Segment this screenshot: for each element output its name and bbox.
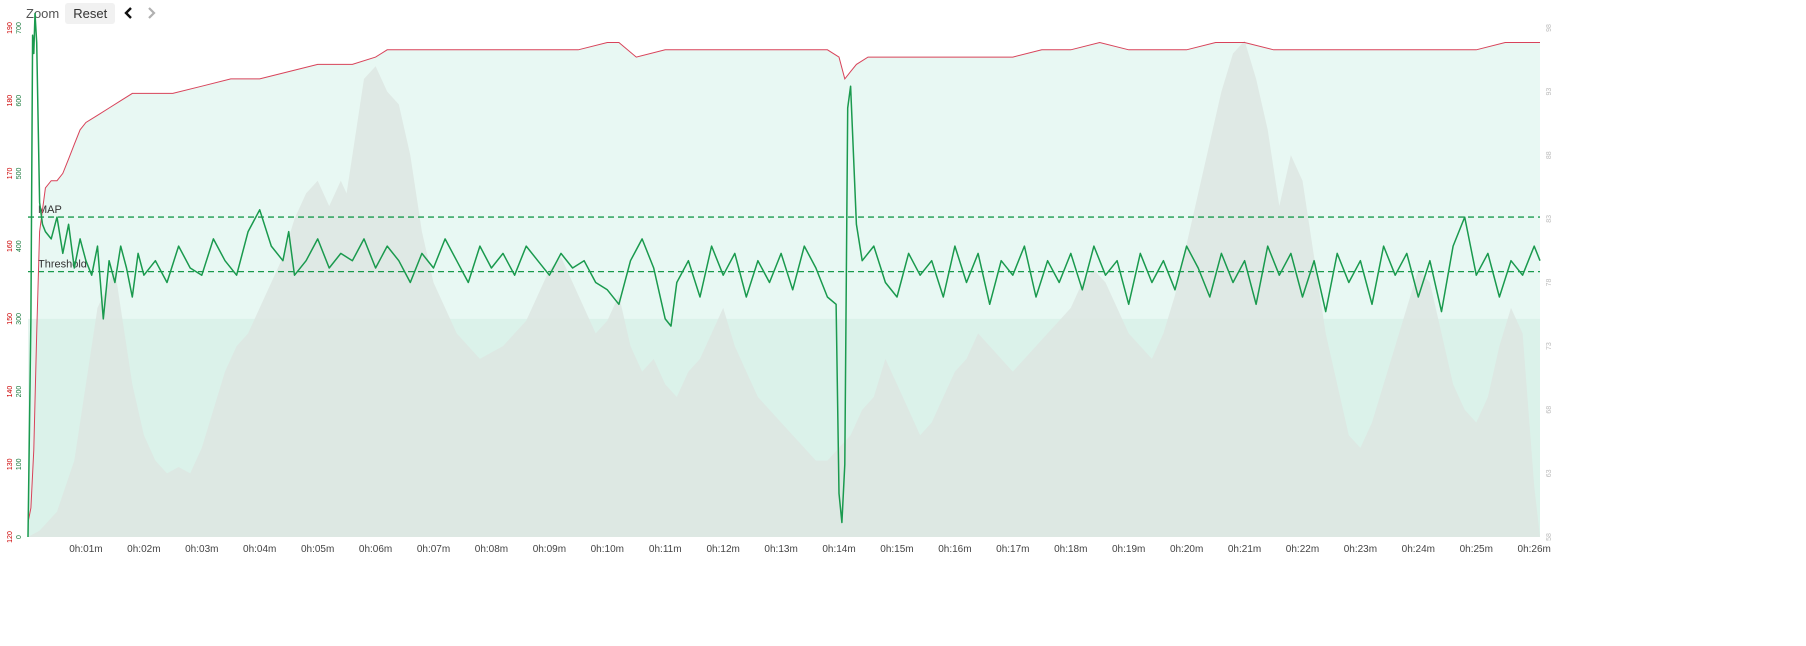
cadence-series	[28, 40, 1540, 537]
cadence-tick-label: 78	[1546, 279, 1553, 287]
x-tick-label: 0h:25m	[1460, 544, 1493, 555]
reference-lines: MAP Threshold	[28, 204, 1540, 273]
chevron-right-icon[interactable]	[143, 4, 159, 22]
power-series	[27, 12, 1541, 538]
x-tick-label: 0h:18m	[1054, 544, 1087, 555]
x-tick-label: 0h:21m	[1228, 544, 1261, 555]
hr-tick-label: 120	[7, 531, 14, 543]
x-tick-label: 0h:24m	[1402, 544, 1435, 555]
y-axis-labels: 120 130 140 150 160 170 180 190 0 100 200 300 400 500…	[7, 22, 1553, 543]
cadence-tick-label: 98	[1546, 24, 1553, 32]
chevron-left-icon[interactable]	[121, 4, 137, 22]
x-tick-label: 0h:01m	[69, 544, 102, 555]
hr-tick-label: 180	[7, 95, 14, 107]
power-tick-label: 400	[16, 240, 23, 252]
cadence-tick-label: 58	[1546, 533, 1553, 541]
power-tick-label: 600	[16, 95, 23, 107]
x-tick-label: 0h:04m	[243, 544, 276, 555]
hr-tick-label: 160	[7, 240, 14, 252]
x-tick-label: 0h:26m	[1518, 544, 1551, 555]
cadence-tick-label: 68	[1546, 406, 1553, 414]
x-tick-label: 0h:10m	[591, 544, 624, 555]
heart-rate-line	[27, 41, 1540, 523]
x-tick-label: 0h:16m	[938, 544, 971, 555]
threshold-label: Threshold	[38, 259, 87, 271]
power-tick-label: 500	[16, 167, 23, 179]
cadence-tick-label: 83	[1546, 215, 1553, 223]
cadence-tick-label: 63	[1546, 469, 1553, 477]
hr-tick-label: 190	[7, 22, 14, 34]
x-tick-label: 0h:09m	[533, 544, 566, 555]
x-tick-label: 0h:06m	[359, 544, 392, 555]
power-tick-label: 100	[16, 458, 23, 470]
power-tick-label: 300	[16, 313, 23, 325]
x-tick-label: 0h:12m	[706, 544, 739, 555]
hr-tick-label: 140	[7, 386, 14, 398]
x-tick-label: 0h:11m	[649, 544, 682, 555]
heart-rate-series	[27, 41, 1540, 523]
power-tick-label: 700	[16, 22, 23, 34]
x-tick-label: 0h:14m	[822, 544, 855, 555]
map-label: MAP	[38, 204, 62, 216]
power-tick-label: 200	[16, 386, 23, 398]
x-tick-label: 0h:05m	[301, 544, 334, 555]
x-tick-label: 0h:22m	[1286, 544, 1319, 555]
cadence-area	[28, 40, 1540, 537]
x-tick-label: 0h:03m	[185, 544, 218, 555]
x-tick-label: 0h:02m	[127, 544, 160, 555]
x-tick-label: 0h:19m	[1112, 544, 1145, 555]
hr-tick-label: 130	[7, 458, 14, 470]
cadence-tick-label: 88	[1546, 151, 1553, 159]
x-tick-label: 0h:20m	[1170, 544, 1203, 555]
cadence-tick-label: 73	[1546, 342, 1553, 350]
hr-tick-label: 150	[7, 313, 14, 325]
x-tick-label: 0h:08m	[475, 544, 508, 555]
x-tick-label: 0h:23m	[1344, 544, 1377, 555]
hr-tick-label: 170	[7, 167, 14, 179]
x-axis-labels: 0h:01m 0h:02m 0h:03m 0h:04m 0h:05m 0h:06m 0h:0…	[69, 544, 1551, 555]
x-tick-label: 0h:15m	[880, 544, 913, 555]
x-tick-label: 0h:07m	[417, 544, 450, 555]
power-line	[27, 12, 1541, 538]
cadence-tick-label: 93	[1546, 88, 1553, 96]
reset-zoom-button[interactable]: Reset	[65, 2, 116, 24]
x-tick-label: 0h:13m	[764, 544, 797, 555]
power-tick-label: 0	[16, 535, 23, 539]
x-tick-label: 0h:17m	[996, 544, 1029, 555]
